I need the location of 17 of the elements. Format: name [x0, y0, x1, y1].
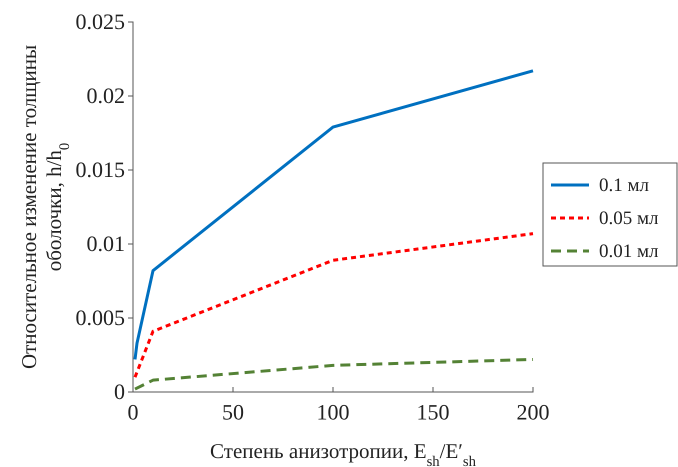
x-tick-label: 50 — [222, 400, 244, 425]
line-series — [134, 69, 534, 361]
y-tick-label: 0 — [114, 379, 125, 404]
legend-label: 0.05 мл — [599, 208, 660, 229]
y-tick-label: 0.025 — [76, 9, 125, 34]
x-tick-label: 200 — [516, 400, 550, 425]
line-series — [134, 232, 534, 379]
line-series — [134, 358, 534, 391]
x-tick-label: 100 — [316, 400, 350, 425]
x-axis-title: Степень анизотропии, E$_{sh}$/E′$_{sh}$ — [210, 439, 477, 467]
y-tick-label: 0.01 — [86, 231, 125, 256]
y-tick-label: 0.005 — [76, 305, 125, 330]
x-tick-label: 150 — [416, 400, 450, 425]
y-tick-label: 0.015 — [76, 157, 125, 182]
legend-label: 0.1 мл — [599, 175, 650, 196]
legend-label: 0.01 мл — [599, 241, 660, 262]
y-tick-label: 0.02 — [86, 83, 125, 108]
